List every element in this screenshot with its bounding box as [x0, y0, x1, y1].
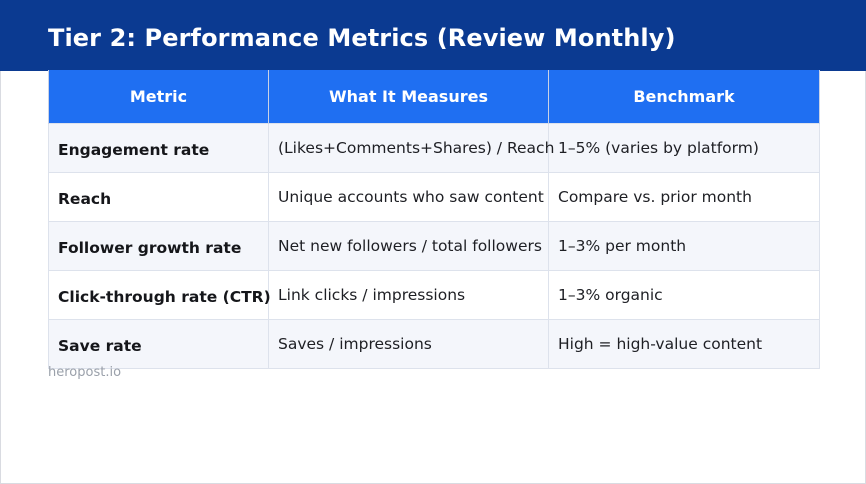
column-header-benchmark: Benchmark	[548, 70, 820, 124]
column-header-what-it-measures: What It Measures	[268, 70, 549, 124]
table-row: Click-through rate (CTR) Link clicks / i…	[48, 270, 820, 320]
benchmark-cell: High = high-value content	[548, 319, 820, 369]
table-header-row: Metric What It Measures Benchmark	[48, 70, 820, 124]
measures-cell: Net new followers / total followers	[268, 221, 549, 271]
table-row: Reach Unique accounts who saw content Co…	[48, 172, 820, 222]
measures-cell: (Likes+Comments+Shares) / Reach	[268, 123, 554, 173]
column-header-metric: Metric	[48, 70, 269, 124]
measures-cell: Unique accounts who saw content	[268, 172, 549, 222]
table-row: Save rate Saves / impressions High = hig…	[48, 319, 820, 369]
measures-cell: Link clicks / impressions	[268, 270, 549, 320]
metric-cell: Follower growth rate	[48, 221, 269, 271]
measures-cell: Saves / impressions	[268, 319, 549, 369]
metric-cell: Save rate	[48, 319, 269, 369]
title-banner: Tier 2: Performance Metrics (Review Mont…	[0, 0, 866, 71]
benchmark-cell: 1–5% (varies by platform)	[548, 123, 820, 173]
benchmark-cell: Compare vs. prior month	[548, 172, 820, 222]
metric-cell: Reach	[48, 172, 269, 222]
table-row: Follower growth rate Net new followers /…	[48, 221, 820, 271]
metrics-table: Metric What It Measures Benchmark Engage…	[48, 70, 820, 369]
source-credit: heropost.io	[48, 365, 122, 380]
metric-cell: Engagement rate	[48, 123, 269, 173]
benchmark-cell: 1–3% per month	[548, 221, 820, 271]
table-row: Engagement rate (Likes+Comments+Shares) …	[48, 123, 820, 173]
benchmark-cell: 1–3% organic	[548, 270, 820, 320]
metric-cell: Click-through rate (CTR)	[48, 270, 271, 320]
slide-title: Tier 2: Performance Metrics (Review Mont…	[48, 24, 676, 52]
